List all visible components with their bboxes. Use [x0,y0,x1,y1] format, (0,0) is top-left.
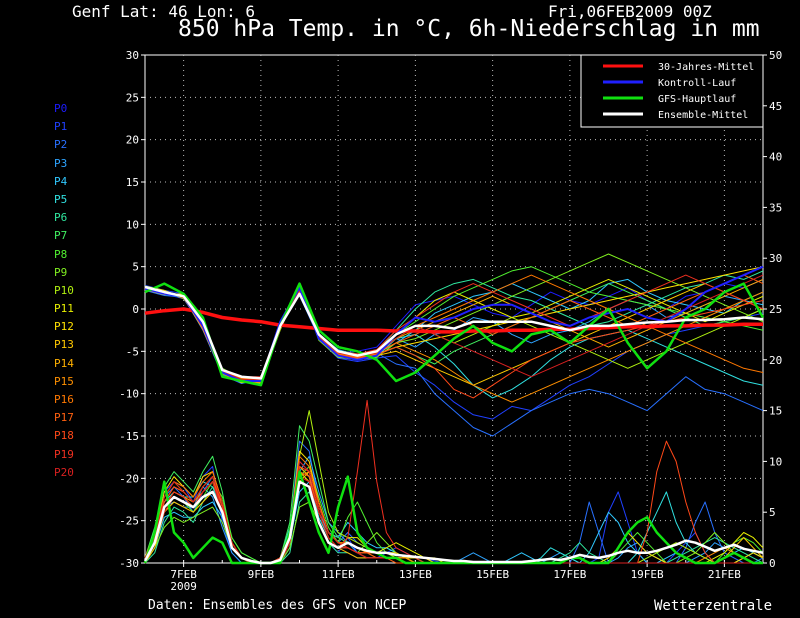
member-label-p18: P18 [54,429,74,443]
member-label-p3: P3 [54,156,68,170]
x-year-label: 2009 [170,580,197,593]
precip-member-line-16 [144,471,763,564]
member-label-p16: P16 [54,393,74,406]
x-tick-label: 11FEB [322,568,355,581]
run-date-label: Fri,06FEB2009 00Z [548,2,712,21]
temp-control-line [144,265,764,382]
temp-climatology-line [144,307,763,334]
precip-gfs-main-line [143,470,763,565]
member-label-p12: P12 [54,320,74,334]
y-left-tick-label: -5 [126,345,139,358]
y-right-tick-label: 5 [769,506,776,519]
precip-member-line-3 [144,481,764,564]
precip-member-line-10 [144,471,764,564]
member-label-p19: P19 [54,447,74,461]
legend-label: GFS-Hauptlauf [658,94,736,105]
member-label-p14: P14 [54,356,74,370]
location-label: Genf Lat: 46 Lon: 6 [72,2,256,21]
precip-mean-line [143,480,764,565]
member-label-p20: P20 [54,465,74,479]
precip-member-line-6 [144,425,763,564]
member-label-p7: P7 [54,229,68,243]
y-left-tick-label: 25 [126,91,139,104]
precip-member-line-1 [144,440,764,564]
y-right-tick-label: 15 [769,405,782,418]
y-right-tick-label: 50 [769,49,782,62]
data-source-label: Daten: Ensembles des GFS von NCEP [148,598,407,613]
y-right-tick-label: 30 [769,252,782,265]
chart-title: 850 hPa Temp. in °C, 6h-Niederschlag in … [178,16,760,42]
y-right-tick-label: 40 [769,151,782,164]
y-right-tick-label: 25 [769,303,782,316]
temp-member-line-1 [144,284,764,420]
legend-label: Kontroll-Lauf [658,78,736,89]
precip-member-line-17 [144,440,763,564]
member-label-p15: P15 [54,374,74,388]
x-tick-label: 7FEB [170,568,197,581]
y-left-tick-label: -20 [119,472,139,485]
ensemble-member-list: P0 P1 P2 P3 P4 P5 P6 P7 P8 P9 P10 P11 P12 P13 P14 P15 P1… [54,100,74,482]
x-tick-label: 13FEB [399,568,432,581]
y-left-tick-label: -25 [119,515,139,528]
x-tick-label: 15FEB [476,568,509,581]
y-left-tick-label: 20 [126,134,139,147]
y-left-tick-label: -30 [119,557,139,570]
precip-member-line-12 [144,471,764,564]
y-right-tick-label: 20 [769,354,782,367]
member-label-p11: P11 [54,302,74,316]
member-label-p10: P10 [54,283,74,297]
y-left-tick-label: -10 [119,388,139,401]
member-label-p13: P13 [54,338,74,352]
x-tick-label: 17FEB [553,568,586,581]
precip-member-line-20 [144,476,763,564]
member-label-p17: P17 [54,411,74,425]
temp-mean-line [144,285,764,380]
precip-member-line-9 [144,410,763,564]
member-label-p4: P4 [54,174,68,188]
member-label-p8: P8 [54,247,68,261]
temp-gfs-main-line [144,282,765,387]
member-label-p0: P0 [54,102,68,115]
y-right-tick-label: 35 [769,201,782,214]
y-left-tick-label: 0 [132,303,139,316]
y-left-tick-label: 30 [126,49,139,62]
precip-member-line-14 [144,471,763,564]
y-left-tick-label: -15 [119,430,139,443]
y-right-tick-label: 45 [769,100,782,113]
y-right-tick-label: 10 [769,455,782,468]
x-tick-label: 21FEB [708,568,741,581]
x-tick-label: 9FEB [248,568,275,581]
member-label-p2: P2 [54,138,68,152]
y-right-tick-label: 0 [769,557,776,570]
legend-label: Ensemble-Mittel [658,110,748,121]
member-label-p9: P9 [54,265,68,279]
temp-member-line-2 [144,289,764,437]
x-tick-label: 19FEB [631,568,664,581]
y-left-tick-label: 5 [132,261,139,274]
y-left-tick-label: 15 [126,176,139,189]
legend-label: 30-Jahres-Mittel [658,62,754,73]
brand-label: Wetterzentrale [654,598,773,614]
member-label-p5: P5 [54,192,68,206]
y-left-tick-label: 10 [126,218,139,231]
member-label-p1: P1 [54,120,68,134]
precip-member-line-18 [144,399,763,564]
member-label-p6: P6 [54,211,68,225]
